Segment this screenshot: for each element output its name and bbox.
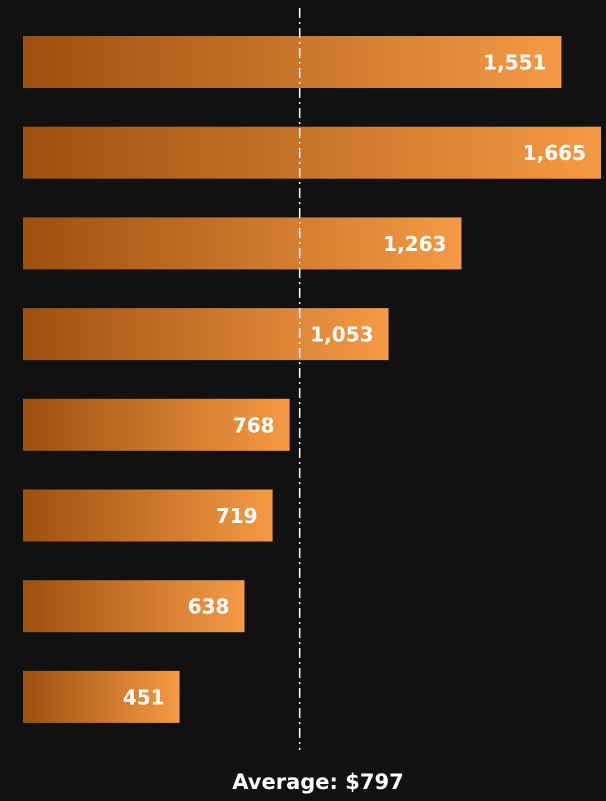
bar <box>23 670 180 723</box>
data-label: 768 <box>233 413 275 437</box>
data-label: 638 <box>188 595 230 619</box>
data-label: 1,551 <box>483 51 546 75</box>
data-label: 1,053 <box>310 323 373 347</box>
average-label: Average: $797 <box>232 770 403 794</box>
bar <box>23 580 245 633</box>
bar <box>23 489 273 542</box>
data-label: 1,665 <box>523 141 586 165</box>
bar <box>23 36 562 88</box>
bar <box>23 126 601 179</box>
bar <box>23 217 462 270</box>
data-label: 1,263 <box>383 232 446 256</box>
data-label: 451 <box>123 685 165 709</box>
bar <box>23 398 290 451</box>
bar <box>23 308 389 361</box>
data-label: 719 <box>216 504 258 528</box>
